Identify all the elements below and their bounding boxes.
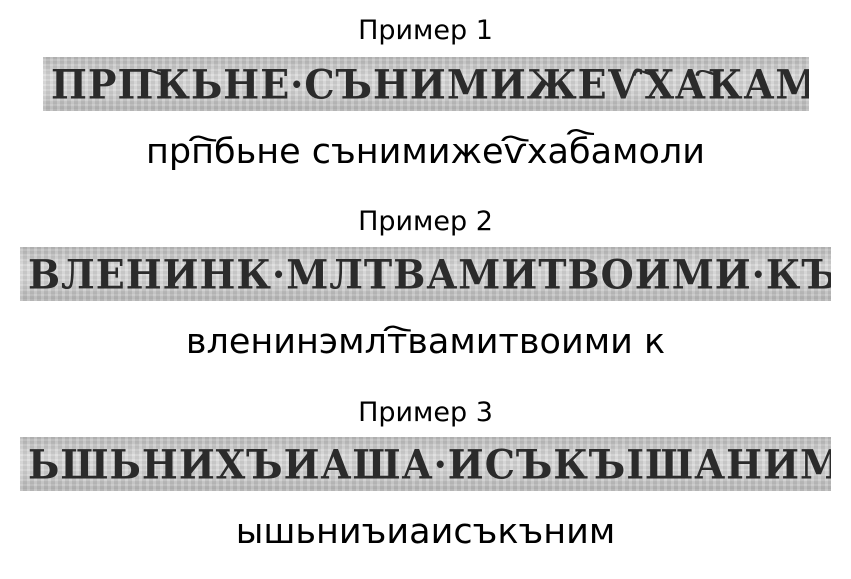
example-2-transcription: вленинэмлт҇вамитвоими к [185,322,666,362]
manuscript-glyph: ѵ [607,60,644,108]
manuscript-glyph: и [714,250,752,298]
manuscript-glyph: и [763,440,800,488]
manuscript-glyph: ъ [801,250,831,297]
manuscript-glyph: и [162,250,200,298]
manuscript-glyph: ш [645,440,695,488]
manuscript-glyph: м [671,250,715,298]
manuscript-glyph: ь [109,440,142,488]
example-1-transcription: прп҇бьне сънимижеѵ҇хаб҇амоли [146,132,705,172]
manuscript-glyph: л [329,250,364,298]
manuscript-glyph: в [567,250,601,298]
manuscript-glyph: и [409,60,447,108]
manuscript-glyph: к [765,250,802,298]
manuscript-glyph: · [290,60,305,108]
manuscript-glyph: к [707,60,744,108]
example-3-transcription: ышьниъиаисъкъним [235,512,616,552]
example-3-manuscript-glyphs: ьшьнихъиаша·исъкъішанимн [20,437,831,491]
manuscript-glyph: н [726,440,764,488]
manuscript-glyph: о [600,250,635,298]
manuscript-glyph: с [484,440,516,488]
manuscript-glyph: е [95,250,126,298]
manuscript-glyph: ь [28,440,61,488]
manuscript-glyph: к [236,250,272,298]
manuscript-glyph: к [155,60,191,108]
manuscript-glyph: м [458,250,502,298]
example-1-title: Пример 1 [358,15,493,46]
manuscript-glyph: ъ [246,440,284,488]
manuscript-glyph: н [125,250,163,298]
manuscript-glyph: а [743,60,776,108]
manuscript-glyph: а [426,250,459,298]
manuscript-glyph: и [178,440,216,488]
manuscript-glyph: р [87,60,118,108]
manuscript-glyph: а [674,60,707,108]
manuscript-glyph: и [634,250,672,298]
example-3-title: Пример 3 [358,397,493,428]
manuscript-glyph: к [553,440,589,488]
manuscript-glyph: с [304,60,336,108]
manuscript-glyph: м [446,60,490,108]
manuscript-glyph: н [373,60,410,108]
manuscript-glyph: н [141,440,179,488]
manuscript-glyph: п [117,60,155,108]
manuscript-glyph: а [320,440,353,488]
manuscript-glyph: а [694,440,727,488]
example-1-manuscript-glyphs: прп҇кьне·сънимижеѵ҇ха҇камоли [43,57,809,111]
manuscript-glyph: а [401,440,434,488]
manuscript-glyph: и [501,250,539,298]
manuscript-glyph: · [272,250,287,298]
manuscript-glyph: л [61,250,96,298]
manuscript-glyph: · [433,440,448,488]
manuscript-glyph: ш [352,440,402,488]
manuscript-glyph: ш [60,440,110,488]
manuscript-glyph: ж [526,60,578,108]
manuscript-glyph: е [260,60,291,108]
manuscript-glyph: и [447,440,485,488]
example-3-manuscript-image: ьшьнихъиаша·исъкъішанимн [20,437,831,491]
example-1-manuscript-image: прп҇кьне·сънимижеѵ҇ха҇камоли [43,57,809,111]
manuscript-glyph: ъ [588,440,627,488]
manuscript-glyph: х [215,440,247,488]
example-2-title: Пример 2 [358,206,493,237]
manuscript-glyph: · [751,250,766,298]
manuscript-glyph: т [363,250,394,298]
manuscript-glyph: ь [190,60,224,108]
manuscript-glyph: в [28,250,62,298]
manuscript-glyph: м [286,250,330,298]
manuscript-glyph: і [626,440,646,488]
manuscript-glyph: ъ [335,60,374,108]
manuscript-glyph: н [223,60,261,108]
manuscript-glyph: ъ [515,440,554,488]
manuscript-glyph: х [644,60,675,108]
manuscript-glyph: м [800,440,831,487]
manuscript-glyph: и [489,60,527,108]
manuscript-glyph: и [283,440,321,488]
manuscript-glyph: т [538,250,568,298]
manuscript-glyph: п [51,60,88,108]
manuscript-glyph: е [577,60,608,108]
manuscript-glyph: м [775,60,809,107]
example-2-manuscript-image: вленинк·млтвамитвоими·къ [20,247,831,301]
manuscript-glyph: н [199,250,237,298]
manuscript-glyph: в [393,250,427,298]
example-2-manuscript-glyphs: вленинк·млтвамитвоими·къ [20,247,831,301]
